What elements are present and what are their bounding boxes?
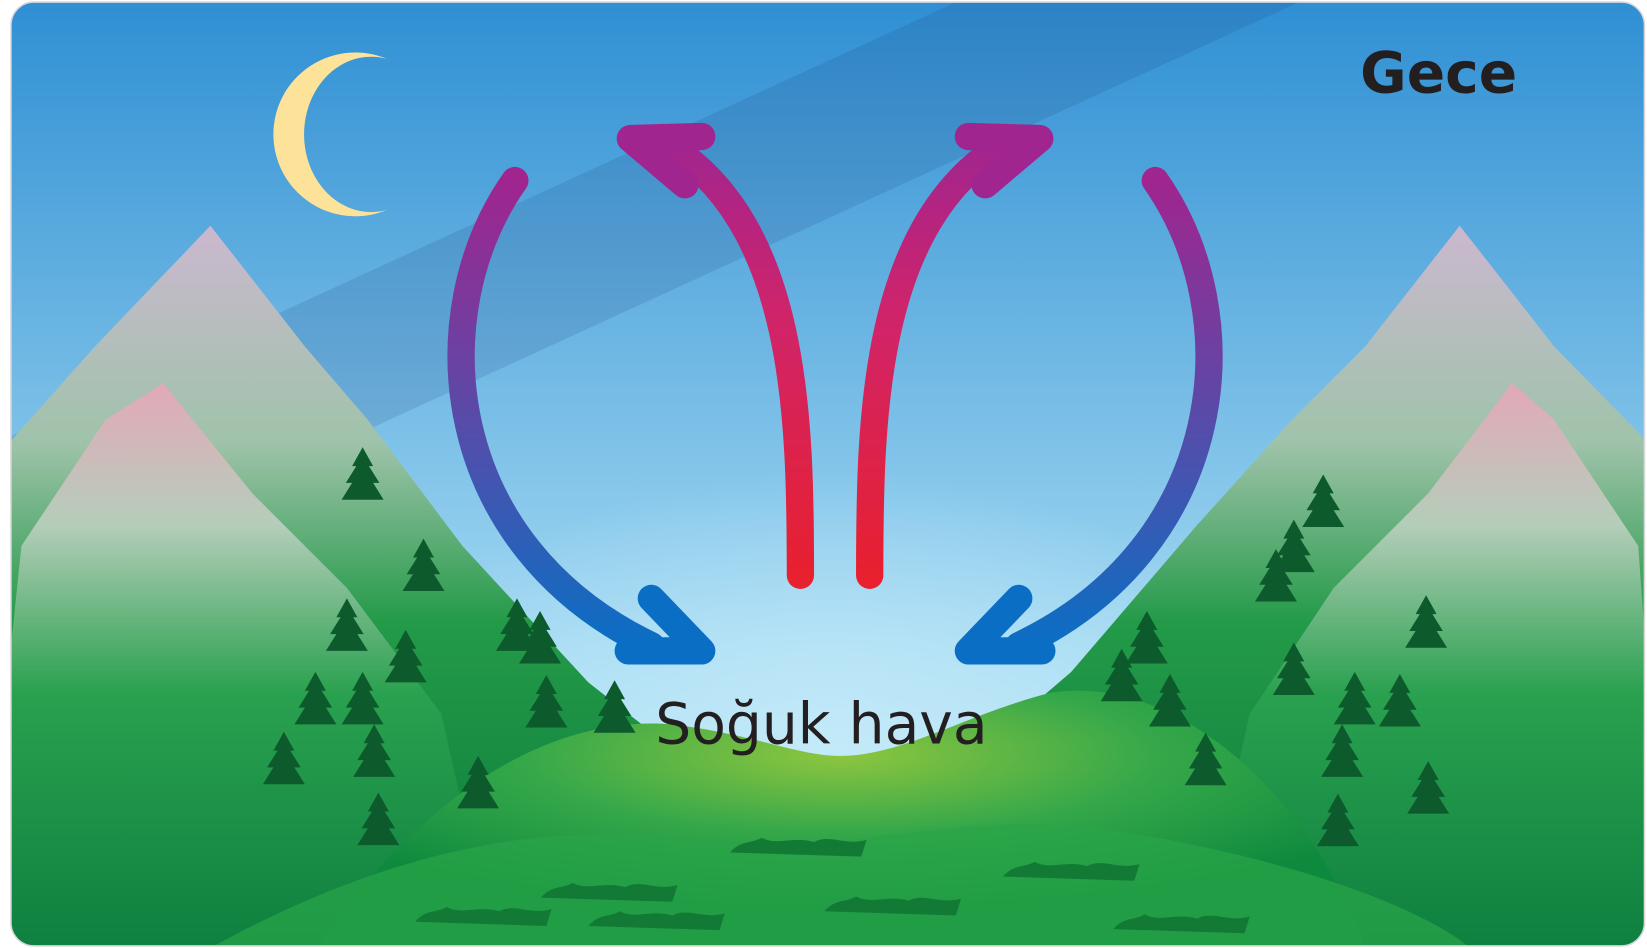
time-label: Gece (1360, 40, 1517, 106)
page: Gece Soğuk hava (() => { const data = JS… (0, 0, 1647, 948)
scene: Gece Soğuk hava (0, 0, 1647, 948)
air-label: Soğuk hava (655, 691, 987, 757)
illustration: Gece Soğuk hava (0, 0, 1647, 948)
